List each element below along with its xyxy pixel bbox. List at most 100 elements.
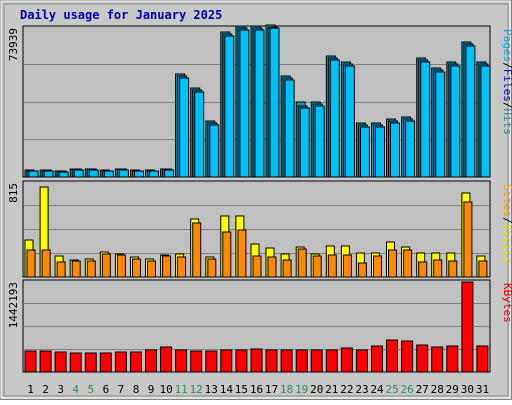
bar-kbytes-day-15 xyxy=(235,349,248,373)
legend-middle: Sites/Visits xyxy=(501,184,512,264)
bar-kbytes-day-24 xyxy=(371,345,383,373)
legend-entry: Pages xyxy=(501,29,512,62)
chart-title: Daily usage for January 2025 xyxy=(20,8,222,22)
bar-kbytes-day-23 xyxy=(355,349,368,373)
day-label-2: 2 xyxy=(42,383,49,396)
bar-pages-day-17 xyxy=(269,27,280,178)
max-label-bottom: 1442193 xyxy=(7,282,20,328)
bar-kbytes-day-21 xyxy=(325,349,338,373)
legend-entry: / xyxy=(501,217,512,224)
bar-pages-day-16 xyxy=(254,29,265,178)
bar-pages-day-25 xyxy=(390,122,400,178)
bar-sites-day-11 xyxy=(177,256,187,278)
bar-kbytes-day-5 xyxy=(84,352,97,373)
bar-sites-day-6 xyxy=(101,253,111,278)
bar-kbytes-day-4 xyxy=(69,352,82,373)
day-label-17: 17 xyxy=(265,383,278,396)
bar-pages-day-5 xyxy=(88,169,99,178)
day-label-7: 7 xyxy=(118,383,125,396)
bar-sites-day-4 xyxy=(71,260,81,278)
day-label-1: 1 xyxy=(27,383,34,396)
legend-entry: Visits xyxy=(501,224,512,264)
bar-sites-day-12 xyxy=(192,222,202,278)
legend-bottom: KBytes xyxy=(501,283,512,323)
day-label-26: 26 xyxy=(400,383,413,396)
bar-pages-day-24 xyxy=(375,126,385,178)
series-kbytes xyxy=(24,281,489,373)
bar-kbytes-day-2 xyxy=(39,350,52,373)
bar-kbytes-day-3 xyxy=(54,351,67,373)
panels: 73939Pages/Files/Hits815Sites/Visits1442… xyxy=(7,24,512,373)
bar-sites-day-28 xyxy=(433,259,443,278)
day-label-31: 31 xyxy=(476,383,489,396)
day-labels: 1 2 3 4 5 6 7 8 9 10 11 12 13 14 15 16 17 18 19 20 21 22 23 24 2… xyxy=(27,383,489,396)
bar-kbytes-day-19 xyxy=(295,349,308,373)
day-label-15: 15 xyxy=(235,383,248,396)
bar-kbytes-day-17 xyxy=(265,349,278,373)
day-label-22: 22 xyxy=(340,383,353,396)
bar-kbytes-day-31 xyxy=(476,345,489,373)
bar-sites-day-2 xyxy=(41,249,51,278)
bar-sites-day-23 xyxy=(357,262,367,278)
bar-sites-day-9 xyxy=(147,260,156,278)
bar-sites-day-29 xyxy=(448,260,458,278)
bar-sites-day-25 xyxy=(388,249,397,278)
bar-sites-day-26 xyxy=(403,249,413,278)
bar-pages-day-30 xyxy=(465,45,476,178)
day-label-30: 30 xyxy=(461,383,474,396)
bar-sites-day-3 xyxy=(56,261,66,278)
bar-sites-day-15 xyxy=(237,229,247,278)
day-label-21: 21 xyxy=(325,383,338,396)
legend-entry: / xyxy=(501,102,512,109)
bar-sites-day-19 xyxy=(297,248,307,278)
bar-pages-day-7 xyxy=(118,169,129,178)
bar-kbytes-day-11 xyxy=(175,349,188,373)
bar-sites-day-10 xyxy=(162,255,172,278)
bar-kbytes-day-10 xyxy=(160,346,173,373)
bar-kbytes-day-1 xyxy=(24,350,37,373)
bar-sites-day-14 xyxy=(222,231,232,278)
bar-kbytes-day-18 xyxy=(280,349,293,373)
day-label-16: 16 xyxy=(250,383,263,396)
day-label-23: 23 xyxy=(355,383,368,396)
legend-entry: Hits xyxy=(501,109,512,136)
bar-pages-day-9 xyxy=(149,170,159,178)
bar-pages-day-18 xyxy=(284,79,295,178)
bar-pages-day-4 xyxy=(73,169,84,178)
bar-sites-day-21 xyxy=(327,254,337,278)
bar-pages-day-31 xyxy=(480,65,491,178)
bar-pages-day-27 xyxy=(420,61,431,178)
bar-pages-day-20 xyxy=(314,105,325,178)
bar-pages-day-19 xyxy=(299,107,310,178)
bar-pages-day-26 xyxy=(405,120,416,178)
bar-kbytes-day-27 xyxy=(416,344,429,373)
bar-kbytes-day-26 xyxy=(401,340,414,373)
day-label-9: 9 xyxy=(148,383,155,396)
bar-sites-day-17 xyxy=(267,256,277,278)
bar-pages-day-3 xyxy=(58,171,69,178)
panel-bottom: 1442193 KBytes xyxy=(7,279,512,373)
bar-sites-day-30 xyxy=(463,201,473,278)
bar-pages-day-29 xyxy=(450,65,461,178)
series-pages xyxy=(28,27,491,178)
max-label-middle: 815 xyxy=(7,183,20,203)
bar-pages-day-14 xyxy=(224,35,235,178)
day-label-24: 24 xyxy=(370,383,384,396)
bar-pages-day-28 xyxy=(435,71,446,178)
bar-sites-day-1 xyxy=(26,249,36,278)
day-label-25: 25 xyxy=(385,383,398,396)
day-label-28: 28 xyxy=(431,383,444,396)
legend-entry: KBytes xyxy=(501,283,512,323)
bar-sites-day-24 xyxy=(373,255,382,278)
bar-pages-day-15 xyxy=(239,29,250,178)
bar-pages-day-6 xyxy=(103,170,114,178)
bar-pages-day-1 xyxy=(28,170,39,178)
bar-sites-day-22 xyxy=(342,254,352,278)
bar-kbytes-day-16 xyxy=(250,348,263,373)
day-label-18: 18 xyxy=(280,383,293,396)
bar-pages-day-23 xyxy=(359,126,370,178)
bar-kbytes-day-22 xyxy=(340,347,353,373)
